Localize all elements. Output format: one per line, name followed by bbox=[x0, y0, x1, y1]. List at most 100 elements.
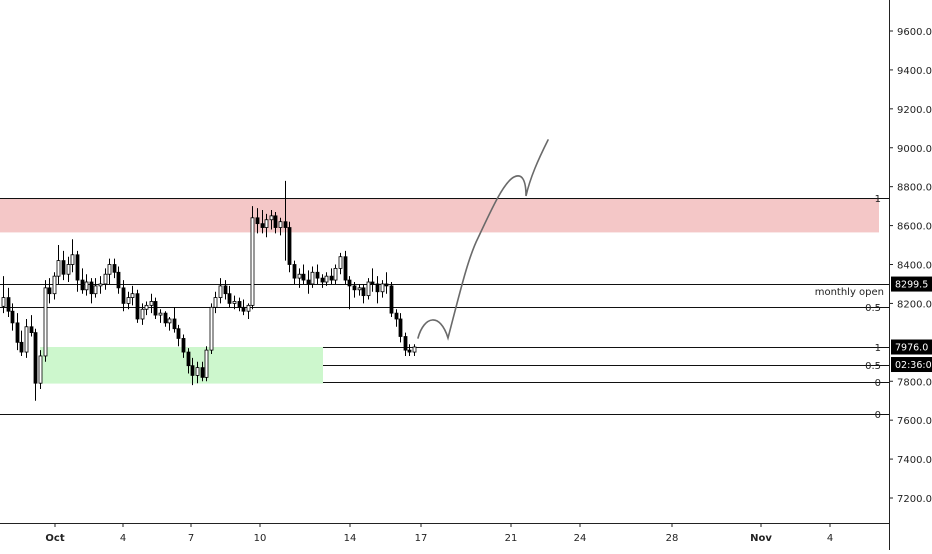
candle-body bbox=[176, 328, 181, 339]
candle bbox=[135, 289, 140, 323]
projection-drawing bbox=[417, 139, 549, 341]
candle-body bbox=[407, 349, 412, 353]
candle bbox=[292, 260, 297, 284]
candle bbox=[24, 318, 29, 358]
candle bbox=[389, 282, 394, 318]
candle bbox=[412, 344, 417, 356]
candle bbox=[6, 287, 11, 318]
candle-body bbox=[301, 273, 306, 281]
candle bbox=[370, 268, 375, 292]
candle-body bbox=[89, 281, 94, 295]
candle bbox=[269, 210, 274, 230]
price-tag-label: 7976.0 bbox=[895, 343, 928, 354]
candle-body bbox=[357, 287, 362, 291]
candle-body bbox=[347, 279, 352, 287]
candle-body bbox=[209, 306, 214, 351]
candle-body bbox=[269, 215, 274, 221]
candle-body bbox=[333, 267, 338, 281]
candle-body bbox=[144, 304, 149, 310]
candles-layer bbox=[1, 180, 417, 401]
candle-body bbox=[158, 312, 163, 316]
candle-body bbox=[241, 306, 246, 312]
candle bbox=[218, 278, 223, 304]
candle bbox=[333, 264, 338, 284]
y-tick-label: 9600.0 bbox=[897, 27, 932, 38]
candle bbox=[167, 317, 172, 331]
candle bbox=[126, 291, 131, 310]
candle bbox=[38, 350, 43, 390]
candle bbox=[52, 272, 57, 300]
candle bbox=[380, 280, 385, 298]
candle bbox=[200, 361, 205, 382]
candle bbox=[70, 239, 75, 273]
candle bbox=[190, 357, 195, 386]
candle bbox=[357, 283, 362, 296]
candle-body bbox=[84, 281, 89, 291]
y-tick-label: 7600.0 bbox=[897, 416, 932, 427]
candle-body bbox=[190, 365, 195, 376]
candle-body bbox=[292, 264, 297, 279]
candle-body bbox=[195, 367, 200, 376]
level-label: 0 bbox=[875, 410, 881, 421]
candle-body bbox=[75, 254, 80, 281]
candle-body bbox=[10, 310, 15, 324]
candle bbox=[163, 311, 168, 327]
candle-body bbox=[324, 275, 329, 283]
candle bbox=[80, 268, 85, 294]
candle bbox=[181, 334, 186, 358]
y-tick-label: 9200.0 bbox=[897, 105, 932, 116]
candle-body bbox=[80, 279, 85, 291]
support-zone bbox=[40, 347, 323, 384]
candle-body bbox=[361, 287, 366, 297]
candle bbox=[43, 280, 48, 362]
candle-body bbox=[370, 281, 375, 285]
price-axis[interactable]: 9600.0 9400.0 9200.0 9000.0 8800.0 8600.0 8400… bbox=[889, 27, 932, 505]
resistance-zone bbox=[0, 198, 879, 233]
candle bbox=[246, 303, 251, 319]
candle bbox=[241, 299, 246, 316]
candle-body bbox=[287, 227, 292, 265]
candle bbox=[223, 280, 228, 300]
candle bbox=[315, 264, 320, 284]
candle-body bbox=[33, 332, 38, 384]
level-label: 1 bbox=[875, 343, 881, 354]
candle bbox=[172, 307, 177, 333]
x-tick-label: Nov bbox=[750, 533, 772, 544]
candle bbox=[301, 264, 306, 284]
candle bbox=[98, 276, 103, 294]
candle-body bbox=[149, 301, 154, 306]
candle-body bbox=[329, 275, 334, 281]
y-tick-label: 8600.0 bbox=[897, 222, 932, 233]
candle-body bbox=[43, 287, 48, 357]
candle bbox=[250, 206, 255, 310]
candle bbox=[352, 282, 357, 298]
candle bbox=[375, 276, 380, 304]
candle bbox=[116, 266, 121, 294]
candle bbox=[297, 268, 302, 288]
y-tick-label: 8400.0 bbox=[897, 261, 932, 272]
candle bbox=[153, 297, 158, 319]
candle bbox=[121, 280, 126, 312]
candle-body bbox=[126, 297, 131, 304]
candle bbox=[33, 328, 38, 401]
candle-body bbox=[232, 301, 237, 304]
x-tick-label: 14 bbox=[344, 533, 357, 544]
candle-body bbox=[29, 326, 34, 334]
candle-body bbox=[218, 285, 223, 298]
y-tick-label: 9400.0 bbox=[897, 66, 932, 77]
candle bbox=[403, 332, 408, 356]
candle-body bbox=[320, 277, 325, 283]
candle-body bbox=[237, 301, 242, 308]
candle-body bbox=[352, 285, 357, 291]
candle-body bbox=[403, 336, 408, 351]
price-tag bbox=[891, 339, 932, 355]
x-tick-label: 21 bbox=[505, 533, 518, 544]
candle bbox=[15, 313, 20, 351]
candle-body bbox=[66, 264, 71, 275]
candle-body bbox=[98, 283, 103, 287]
candle-body bbox=[297, 273, 302, 279]
candle bbox=[394, 309, 399, 327]
time-axis[interactable]: Oct 4 7 10 14 17 21 24 28 Nov 4 bbox=[45, 523, 833, 544]
